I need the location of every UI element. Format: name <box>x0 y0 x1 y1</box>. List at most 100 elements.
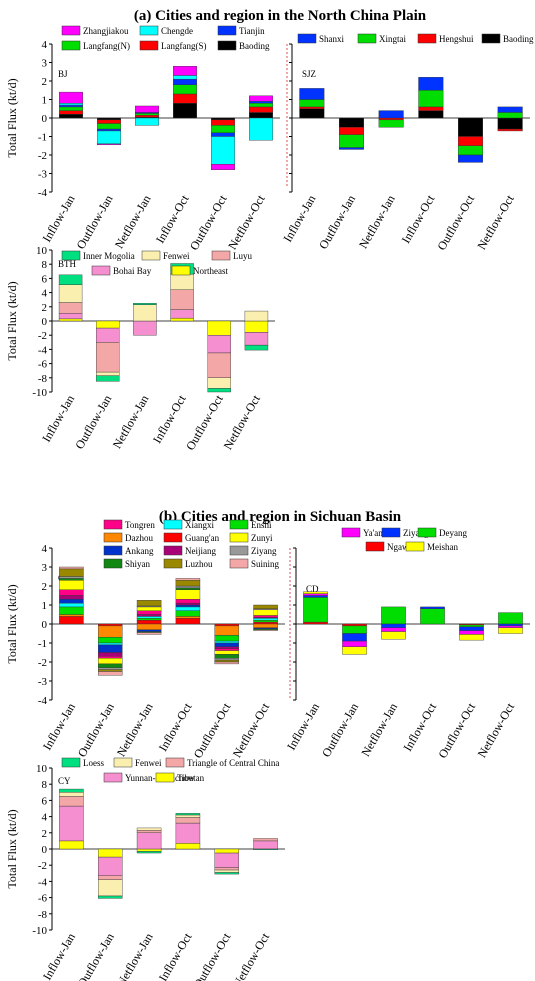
legend-swatch <box>357 33 377 44</box>
legend-label: Deyang <box>439 528 467 538</box>
bar-cy-tibetan-1 <box>98 848 123 858</box>
bar-bj-chengde-4 <box>211 136 235 165</box>
x-tick-label: Inflow-Jan <box>284 701 322 753</box>
bar-cy-triangle-of-central-china-0 <box>59 796 84 807</box>
bar-cq-xiangxi-1 <box>98 642 123 646</box>
bar-cq-shiyan-1 <box>98 663 123 668</box>
bar-cq-enshi-3 <box>175 610 201 617</box>
legend-label: Xiangxi <box>185 520 214 530</box>
bar-sjz-shanxi-3 <box>418 77 444 91</box>
legend-label: Fenwei <box>163 251 190 261</box>
bar-cq-dazhou-1 <box>98 625 123 638</box>
bar-cq-zunyi-5 <box>253 609 278 616</box>
bar-cq-shiyan-0 <box>59 578 84 581</box>
bar-bj-baoding-4 <box>211 117 235 121</box>
y-tick-label: 10 <box>36 245 48 257</box>
bar-cy-triangle-of-central-china-2 <box>136 830 162 833</box>
bar-bth-inner-mogolia-4 <box>207 388 231 393</box>
bar-cy-fenwei-0 <box>59 792 84 797</box>
legend-swatch <box>229 558 249 569</box>
bar-cy-yunnan-kweichow-2 <box>136 832 162 850</box>
bar-sjz-hengshui-4 <box>458 136 483 146</box>
bar-cy-triangle-of-central-china-5 <box>253 838 278 842</box>
bar-cq-suining-4 <box>214 661 239 665</box>
y-tick-label: -8 <box>38 909 48 921</box>
bar-cy-tibetan-4 <box>214 848 239 854</box>
bar-bth-luyu-3 <box>170 289 194 310</box>
bar-cq-xiangxi-2 <box>136 616 162 619</box>
legend-swatch <box>61 25 81 36</box>
y-tick-label: -6 <box>38 359 48 371</box>
bar-cy-fenwei-3 <box>175 814 201 818</box>
legend-label: Tongren <box>125 520 155 530</box>
bar-bj-zhangjiakou-2 <box>135 105 159 113</box>
bar-cq-xiangxi-5 <box>253 618 278 621</box>
x-tick-label: Inflow-Oct <box>399 192 438 246</box>
bar-bj-langfang-s--2 <box>135 115 159 118</box>
y-tick-label: -2 <box>38 150 47 162</box>
legend-label: Hengshui <box>439 34 474 44</box>
bar-cq-ankang-2 <box>136 629 162 632</box>
bar-cd-ngawa-1 <box>342 623 367 627</box>
x-tick-label: Outflow-Oct <box>434 192 477 253</box>
y-tick-label: 3 <box>42 562 48 574</box>
y-tick-label: -10 <box>32 387 47 399</box>
x-tick-label: Outflow-Jan <box>75 931 117 981</box>
bar-cd-ya-an-5 <box>498 625 523 629</box>
bar-cq-shiyan-4 <box>214 654 239 659</box>
bar-cq-guang-an-1 <box>98 623 123 627</box>
x-tick-label: Netflow-Jan <box>112 193 154 251</box>
x-tick-label: Netflow-Jan <box>356 193 398 251</box>
panel-tag: CY <box>58 776 71 786</box>
bar-cq-xiangxi-0 <box>59 602 84 608</box>
bar-cq-shiyan-3 <box>175 587 201 591</box>
bar-cq-enshi-2 <box>136 618 162 621</box>
panel-tag: BJ <box>58 69 68 79</box>
bar-cy-yunnan-kweichow-5 <box>253 840 278 850</box>
y-tick-label: -4 <box>38 876 48 888</box>
bar-bth-bohai-bay-4 <box>207 335 231 354</box>
y-axis-label: Total Flux (kt/d) <box>5 78 19 157</box>
y-tick-label: -4 <box>38 344 48 356</box>
panel-tag: CD <box>306 584 319 594</box>
bar-cy-tibetan-3 <box>175 843 201 850</box>
bar-bth-inner-mogolia-1 <box>96 375 120 382</box>
legend-swatch <box>211 250 231 261</box>
bar-cq-suining-1 <box>98 671 123 676</box>
legend-swatch <box>163 519 183 530</box>
x-tick-label: Inflow-Oct <box>153 192 192 246</box>
x-tick-label: Outflow-Oct <box>187 192 230 253</box>
bar-cq-dazhou-5 <box>253 623 278 628</box>
x-tick-label: Inflow-Oct <box>150 392 189 446</box>
y-tick-label: -10 <box>32 925 47 937</box>
y-tick-label: 4 <box>42 543 48 555</box>
bar-cq-guang-an-0 <box>59 616 84 625</box>
bar-bj-baoding-3 <box>173 102 197 119</box>
x-tick-label: Inflow-Jan <box>39 393 77 445</box>
y-tick-label: -3 <box>38 676 48 688</box>
y-tick-label: 2 <box>42 76 48 88</box>
bar-cq-neijiang-1 <box>98 652 123 657</box>
bar-cq-dazhou-2 <box>136 623 162 630</box>
chart-bth: -10 -8 -6 -4 -2 0 2 4 6 8 10 Total Flux (kt/d) BTH In… <box>5 245 275 453</box>
bar-bj-chengde-0 <box>59 102 83 106</box>
bar-bth-fenwei-4 <box>207 377 231 389</box>
bar-cq-dazhou-3 <box>175 616 201 619</box>
legend-label: Zhangjiakou <box>83 26 129 36</box>
bar-bj-langfang-n--2 <box>135 113 159 116</box>
bar-bj-tianjin-0 <box>59 104 83 108</box>
legend-label: Luyu <box>233 251 252 261</box>
x-tick-label: Outflow-Jan <box>75 701 117 760</box>
y-tick-label: 8 <box>42 259 48 271</box>
bar-cq-ziyang-4 <box>214 658 239 661</box>
legend-label: Ziyang <box>251 546 277 556</box>
y-axis-label: Total Flux (kt/d) <box>5 809 19 888</box>
bar-cd-deyang-5 <box>498 612 523 625</box>
legend-label: Enshi <box>251 520 272 530</box>
legend-swatch <box>163 532 183 543</box>
y-tick-label: 0 <box>42 113 48 125</box>
legend-label: Dazhou <box>125 533 153 543</box>
bar-cd-meishan-1 <box>342 646 367 655</box>
bar-cy-yunnan-kweichow-3 <box>175 822 201 844</box>
